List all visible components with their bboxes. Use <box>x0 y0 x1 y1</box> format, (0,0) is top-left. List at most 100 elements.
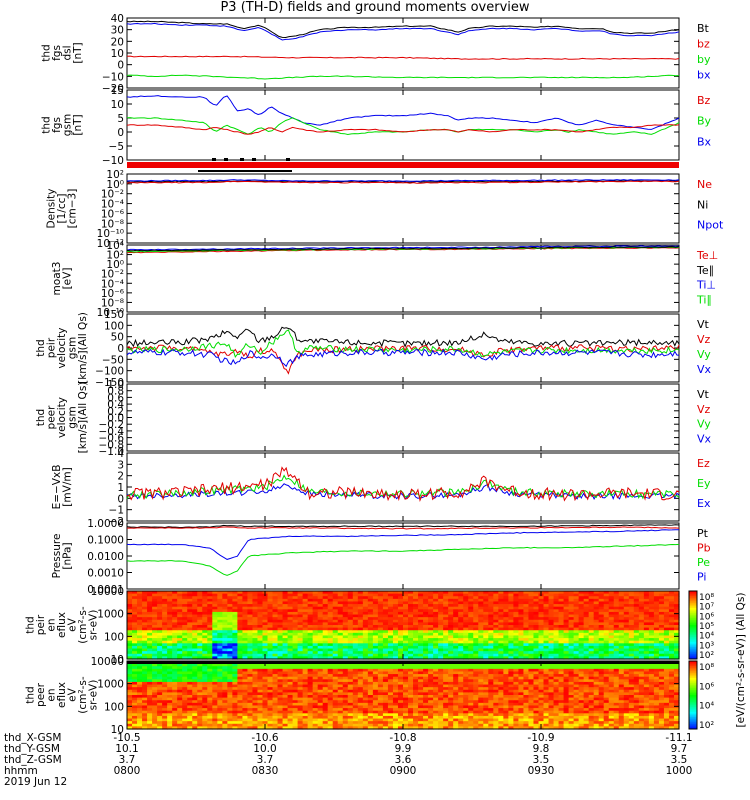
spectrogram-cell <box>352 645 359 650</box>
spectrogram-cell <box>302 681 309 686</box>
spectrogram-cell <box>337 718 344 722</box>
spectrogram-cell <box>232 710 238 714</box>
spectrogram-cell <box>132 726 138 730</box>
spectrogram-cell <box>312 593 319 597</box>
spectrogram-cell <box>357 656 364 660</box>
ylabel-line: fgs <box>51 117 63 133</box>
spectrogram-cell <box>137 627 143 631</box>
spectrogram-cell <box>352 692 359 696</box>
spectrogram-cell <box>408 643 414 647</box>
spectrogram-cell <box>382 596 389 600</box>
spectrogram-cell <box>493 643 499 647</box>
spectrogram-cell <box>488 643 494 647</box>
spectrogram-cell <box>237 606 244 610</box>
spectrogram-cell <box>172 640 178 644</box>
legend-exb-Ez: Ez <box>697 457 710 470</box>
spectrogram-cell <box>428 692 434 696</box>
spectrogram-cell <box>352 702 359 707</box>
spectrogram-cell <box>428 651 434 655</box>
spectrogram-cell <box>287 687 294 691</box>
spectrogram-cell <box>157 689 163 693</box>
spectrogram-cell <box>523 645 530 650</box>
spectrogram-cell <box>568 614 575 618</box>
spectrogram-cell <box>327 609 334 613</box>
spectrogram-cell <box>538 632 545 637</box>
spectrogram-cell <box>433 598 439 603</box>
spectrogram-cell <box>608 651 615 655</box>
legend-density-Npot: Npot <box>697 219 724 232</box>
spectrogram-cell <box>453 627 459 631</box>
spectrogram-cell <box>468 653 474 657</box>
spectrogram-cell <box>197 591 203 595</box>
spectrogram-cell <box>418 697 424 701</box>
spectrogram-cell <box>508 640 514 644</box>
spectrogram-cell <box>342 598 349 603</box>
spectrogram-cell <box>613 601 620 605</box>
spectrogram-cell <box>142 596 148 600</box>
spectrogram-cell <box>297 596 304 600</box>
spectrogram-cell <box>172 645 178 650</box>
spectrogram-cell <box>653 653 660 657</box>
spectrogram-cell <box>598 593 605 597</box>
spectrogram-cell <box>242 627 249 631</box>
spectrogram-cell <box>202 700 208 704</box>
spectrogram-cell <box>247 632 254 637</box>
spectrogram-cell <box>382 705 389 709</box>
spectrogram-cell <box>162 708 168 712</box>
spectrogram-cell <box>382 625 389 629</box>
spectrogram-cell <box>408 635 414 639</box>
spectrogram-cell <box>367 598 374 603</box>
spectrogram-cell <box>277 606 284 610</box>
spectrogram-cell <box>433 676 439 680</box>
spectrogram-cell <box>237 643 244 647</box>
spectrogram-cell <box>392 640 399 644</box>
spectrogram-cell <box>548 632 555 637</box>
spectrogram-cell <box>337 671 344 675</box>
spectrogram-cell <box>302 619 309 623</box>
spectrogram-cell <box>528 614 535 618</box>
spectrogram-cell <box>663 604 670 608</box>
spectrogram-cell <box>202 645 208 650</box>
spectrogram-cell <box>282 632 289 637</box>
spectrogram-cell <box>623 635 630 639</box>
spectrogram-cell <box>247 611 254 616</box>
spectrogram-cell <box>372 622 379 626</box>
spectrogram-cell <box>227 705 233 709</box>
spectrogram-cell <box>252 635 259 639</box>
spectrogram-cell <box>187 723 193 727</box>
spectrogram-cell <box>538 638 545 642</box>
spectrogram-cell <box>408 663 414 667</box>
spectrogram-cell <box>518 653 525 657</box>
spectrogram-cell <box>177 614 183 618</box>
spectrogram-cell <box>408 705 414 709</box>
spectrogram-cell <box>372 643 379 647</box>
spectrogram-cell <box>623 617 630 621</box>
spectrogram-cell <box>322 705 329 709</box>
spectrogram-cell <box>142 656 148 660</box>
spectrogram-cell <box>137 614 143 618</box>
spectrogram-cell <box>177 671 183 675</box>
spectrogram-cell <box>453 710 459 714</box>
spectrogram-cell <box>548 656 555 660</box>
spectrogram-cell <box>302 601 309 605</box>
spectrogram-cell <box>493 593 499 597</box>
spectrogram-cell <box>458 648 464 652</box>
spectrogram-cell <box>638 596 645 600</box>
spectrogram-cell <box>237 635 244 639</box>
spectrogram-cell <box>593 593 600 597</box>
spectrogram-cell <box>237 653 244 657</box>
spectrogram-cell <box>167 684 173 688</box>
spectrogram-cell <box>618 596 625 600</box>
spectrogram-cell <box>538 598 545 603</box>
spectrogram-cell <box>588 611 595 616</box>
spectrogram-cell <box>167 622 173 626</box>
spectrogram-cell <box>267 648 274 652</box>
spectrogram-cell <box>222 723 228 727</box>
spectrogram-cell <box>277 723 284 727</box>
spectrogram-cell <box>438 721 444 725</box>
spectrogram-cell <box>282 718 289 722</box>
spectrogram-cell <box>337 668 344 673</box>
spectrogram-cell <box>217 656 223 660</box>
spectrogram-cell <box>207 598 213 603</box>
spectrogram-cell <box>162 614 168 618</box>
